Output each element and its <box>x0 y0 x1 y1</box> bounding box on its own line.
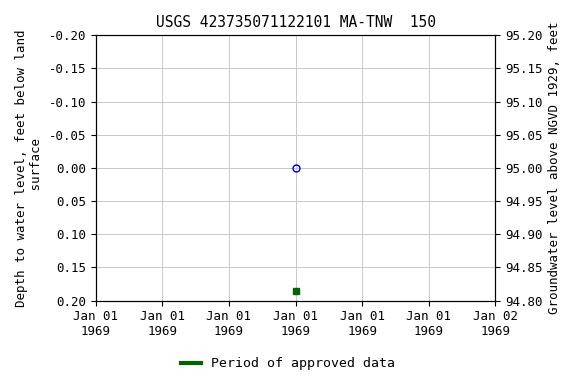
Legend: Period of approved data: Period of approved data <box>176 352 400 376</box>
Title: USGS 423735071122101 MA-TNW  150: USGS 423735071122101 MA-TNW 150 <box>156 15 435 30</box>
Y-axis label: Groundwater level above NGVD 1929, feet: Groundwater level above NGVD 1929, feet <box>548 22 561 314</box>
Y-axis label: Depth to water level, feet below land
 surface: Depth to water level, feet below land su… <box>15 29 43 307</box>
